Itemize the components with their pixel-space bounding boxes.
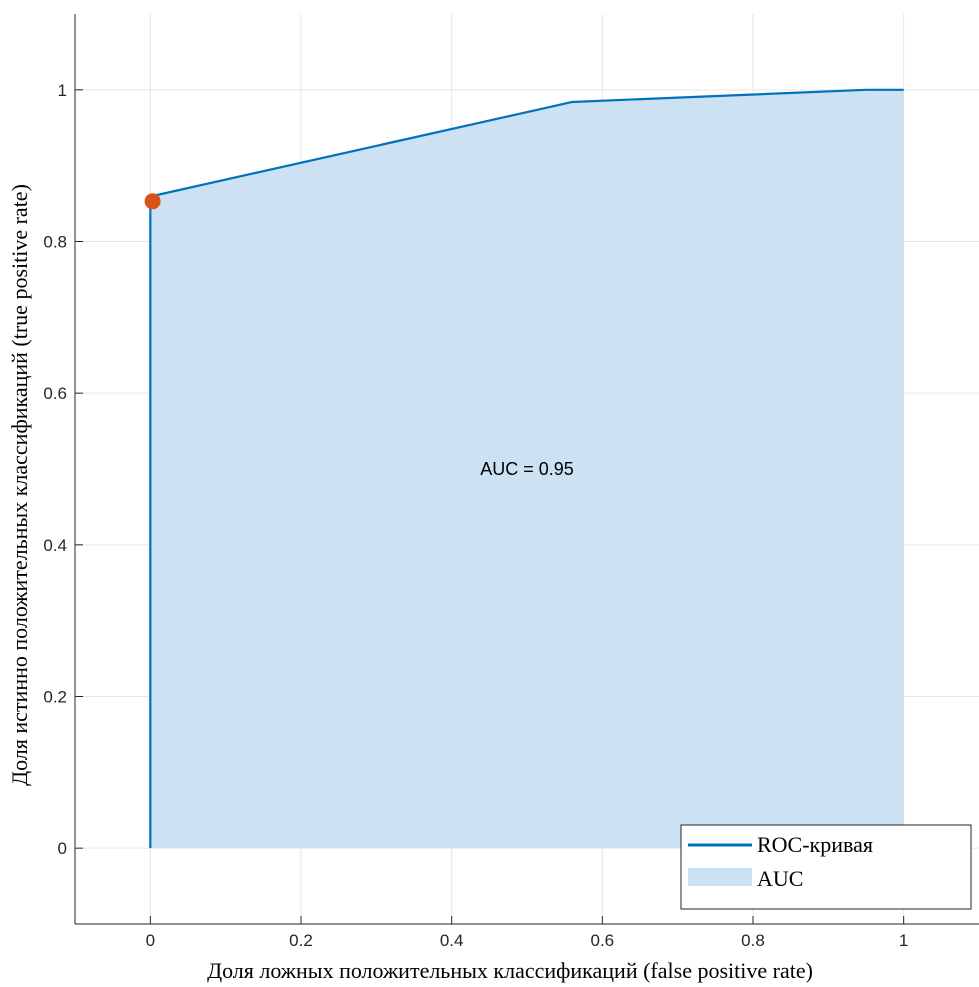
axes — [74, 14, 979, 925]
legend-auc-swatch — [688, 868, 752, 886]
auc-area — [150, 89, 904, 849]
legend-box — [680, 824, 972, 910]
legend: ROC-кривая AUC — [680, 824, 972, 910]
y-axis-label: Доля истинно положительных классификаций… — [7, 184, 32, 786]
legend-roc-label: ROC-кривая — [757, 832, 873, 857]
y-tick-label: 0.6 — [43, 384, 67, 403]
y-tick-label: 0 — [58, 839, 67, 858]
legend-auc-label: AUC — [757, 866, 803, 891]
y-tick-label: 0.4 — [43, 536, 67, 555]
operating-point-marker — [144, 193, 161, 210]
x-tick-label: 0.8 — [741, 931, 765, 950]
x-axis-label: Доля ложных положительных классификаций … — [207, 958, 813, 983]
x-tick-label: 0 — [146, 931, 155, 950]
y-tick-label: 1 — [58, 81, 67, 100]
x-tick-label: 0.2 — [289, 931, 313, 950]
y-tick-label: 0.8 — [43, 233, 67, 252]
x-tick-label: 0.4 — [440, 931, 464, 950]
auc-annotation: AUC = 0.95 — [480, 459, 574, 479]
tick-labels: 0 0.2 0.4 0.6 0.8 1 0 0.2 0.4 0.6 0.8 1 — [43, 81, 908, 950]
x-tick-label: 0.6 — [591, 931, 615, 950]
y-tick-label: 0.2 — [43, 688, 67, 707]
x-tick-label: 1 — [899, 931, 908, 950]
